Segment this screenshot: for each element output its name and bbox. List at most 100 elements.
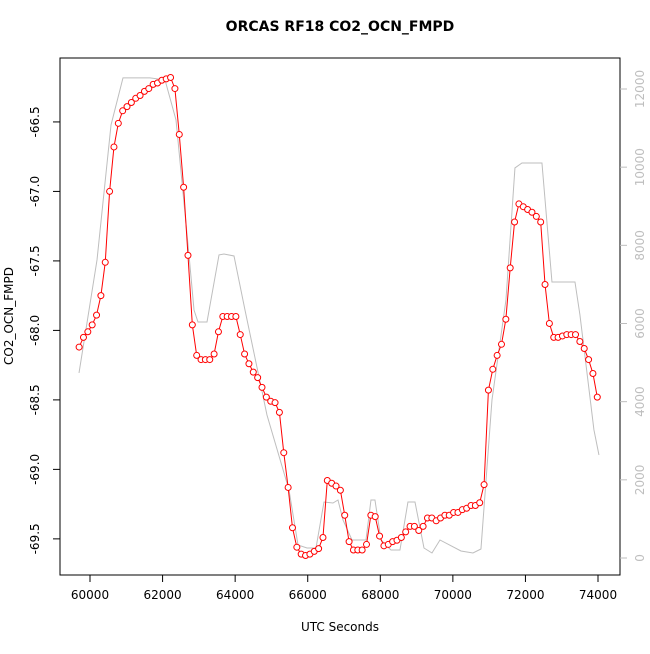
- data-point: [280, 449, 288, 457]
- data-point: [589, 369, 597, 377]
- data-point: [493, 351, 501, 359]
- data-point: [93, 311, 101, 319]
- x-axis-label: UTC Seconds: [301, 620, 379, 634]
- y-tick-label: -69.0: [28, 454, 42, 485]
- data-point: [537, 218, 545, 226]
- y2-tick-label: 2000: [633, 465, 647, 496]
- data-point: [415, 527, 423, 535]
- data-point: [410, 522, 418, 530]
- data-point: [106, 187, 114, 195]
- x-tick-label: 72000: [506, 588, 544, 602]
- data-point: [262, 393, 270, 401]
- data-point: [476, 499, 484, 507]
- data-point: [419, 522, 427, 530]
- y-axis-label: CO2_OCN_FMPD: [2, 267, 16, 365]
- data-point: [206, 356, 214, 364]
- data-point: [345, 538, 353, 546]
- y-tick-label: -66.5: [28, 106, 42, 137]
- x-tick-label: 64000: [216, 588, 254, 602]
- data-point: [572, 331, 580, 339]
- data-point: [332, 482, 340, 490]
- y2-tick-label: 12000: [633, 70, 647, 108]
- data-point: [236, 331, 244, 339]
- data-point: [315, 545, 323, 553]
- y2-tick-label: 8000: [633, 230, 647, 261]
- data-point: [180, 183, 188, 191]
- y-tick-label: -68.5: [28, 384, 42, 415]
- data-point: [319, 533, 327, 541]
- data-point: [84, 328, 92, 336]
- chart-title: ORCAS RF18 CO2_OCN_FMPD: [226, 19, 455, 35]
- data-point: [75, 343, 83, 351]
- data-point: [397, 533, 405, 541]
- x-tick-label: 62000: [143, 588, 181, 602]
- data-point: [145, 85, 153, 93]
- data-point: [528, 208, 536, 216]
- data-point: [336, 486, 344, 494]
- data-point: [119, 107, 127, 115]
- data-point: [489, 365, 497, 373]
- data-point: [79, 333, 87, 341]
- y-tick-label: -68.0: [28, 315, 42, 346]
- data-point: [232, 313, 240, 320]
- data-point: [249, 368, 257, 376]
- data-point: [101, 258, 109, 266]
- data-point: [484, 386, 492, 394]
- data-point: [114, 119, 122, 127]
- y-tick-label: -69.5: [28, 523, 42, 554]
- data-point: [210, 350, 218, 358]
- y-tick-label: -67.5: [28, 245, 42, 276]
- data-point: [371, 513, 379, 521]
- data-point: [293, 543, 301, 551]
- data-point: [402, 528, 410, 536]
- y2-tick-label: 6000: [633, 308, 647, 339]
- x-tick-label: 68000: [361, 588, 399, 602]
- data-point: [511, 218, 519, 226]
- data-point: [541, 281, 549, 289]
- data-point: [171, 85, 179, 93]
- data-point: [358, 546, 366, 554]
- data-point: [593, 393, 601, 401]
- data-point: [532, 212, 540, 220]
- data-point: [88, 321, 96, 329]
- data-point: [110, 143, 118, 151]
- data-point: [193, 351, 201, 359]
- data-point: [136, 92, 144, 100]
- data-point: [271, 399, 279, 407]
- y2-tick-label: 10000: [633, 148, 647, 186]
- data-point: [502, 315, 510, 323]
- data-point: [506, 264, 514, 272]
- data-point: [376, 532, 384, 540]
- data-point: [167, 73, 175, 81]
- data-point: [245, 360, 253, 368]
- y2-tick-label: 0: [633, 554, 647, 562]
- data-point: [97, 292, 105, 300]
- data-point: [497, 340, 505, 348]
- data-point: [175, 130, 183, 138]
- data-point: [363, 540, 371, 548]
- data-point: [585, 356, 593, 364]
- data-point: [254, 374, 262, 382]
- data-point: [341, 511, 349, 519]
- x-tick-label: 66000: [289, 588, 327, 602]
- data-point: [127, 98, 135, 106]
- data-point: [188, 321, 196, 329]
- data-point: [214, 328, 222, 336]
- data-point: [288, 524, 296, 532]
- plot-frame: [59, 57, 621, 576]
- y2-tick-label: 4000: [633, 386, 647, 417]
- data-point: [275, 408, 283, 416]
- data-point: [580, 344, 588, 352]
- y-tick-label: -67.0: [28, 176, 42, 207]
- data-point: [284, 483, 292, 491]
- data-point: [545, 319, 553, 327]
- x-tick-label: 70000: [434, 588, 472, 602]
- data-point: [123, 103, 131, 111]
- data-point: [184, 251, 192, 259]
- x-tick-label: 74000: [579, 588, 617, 602]
- data-point: [576, 338, 584, 346]
- data-point: [480, 481, 488, 489]
- data-point: [241, 350, 249, 358]
